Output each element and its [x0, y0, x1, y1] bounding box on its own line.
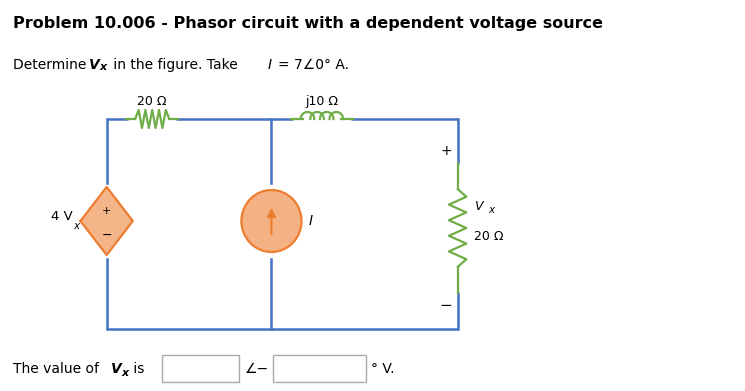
Text: = 7∠0° A.: = 7∠0° A.: [278, 58, 349, 72]
Text: x: x: [73, 221, 79, 231]
Text: V: V: [474, 199, 483, 212]
Text: x: x: [100, 62, 107, 72]
Text: x: x: [121, 368, 128, 378]
Text: 20 Ω: 20 Ω: [138, 95, 167, 108]
Text: is: is: [129, 362, 145, 376]
Text: ° V.: ° V.: [371, 362, 395, 376]
Circle shape: [241, 190, 302, 252]
Text: +: +: [102, 206, 111, 216]
Text: in the figure. Take: in the figure. Take: [109, 58, 241, 72]
Bar: [162, 355, 239, 382]
Text: I: I: [308, 214, 312, 228]
Bar: [273, 355, 366, 382]
Text: I: I: [267, 58, 272, 72]
Text: Problem 10.006 - Phasor circuit with a dependent voltage source: Problem 10.006 - Phasor circuit with a d…: [13, 16, 603, 31]
Text: x: x: [489, 205, 495, 215]
Text: ∠−: ∠−: [244, 362, 268, 376]
Text: 20 Ω: 20 Ω: [474, 230, 504, 242]
Text: V: V: [110, 362, 121, 376]
Text: Determine: Determine: [13, 58, 90, 72]
Text: The value of: The value of: [13, 362, 103, 376]
Text: V: V: [89, 58, 100, 72]
Text: j10 Ω: j10 Ω: [305, 95, 338, 108]
Polygon shape: [80, 187, 133, 255]
Text: −: −: [101, 228, 112, 242]
Text: −: −: [440, 298, 452, 313]
Text: 4 V: 4 V: [51, 210, 73, 224]
Text: +: +: [440, 144, 451, 158]
